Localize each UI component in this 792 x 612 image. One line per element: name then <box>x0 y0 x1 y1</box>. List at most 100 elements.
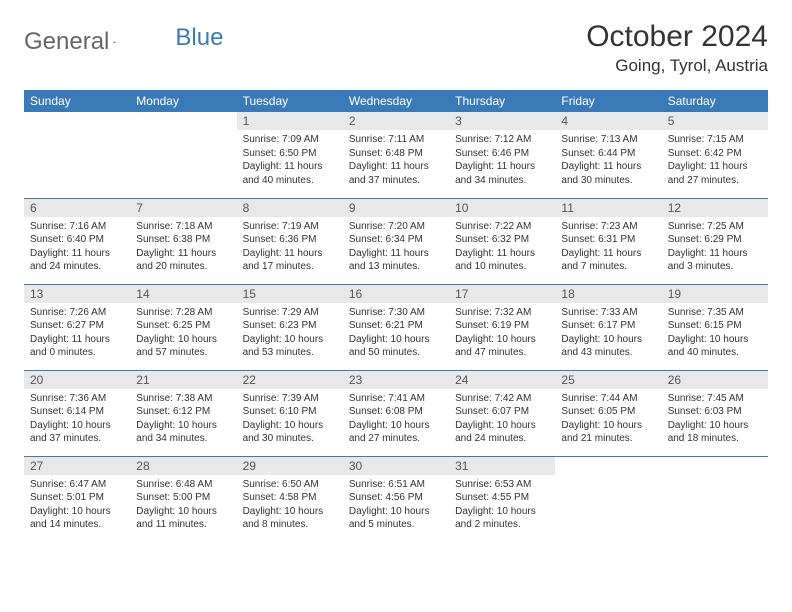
day-number: 7 <box>130 199 236 217</box>
day-number: 4 <box>555 112 661 130</box>
day-cell: 23Sunrise: 7:41 AMSunset: 6:08 PMDayligh… <box>343 370 449 456</box>
day-number: 21 <box>130 371 236 389</box>
day-cell: 25Sunrise: 7:44 AMSunset: 6:05 PMDayligh… <box>555 370 661 456</box>
weekday-header: Sunday <box>24 90 130 112</box>
location: Going, Tyrol, Austria <box>586 56 768 76</box>
day-number: 13 <box>24 285 130 303</box>
day-details: Sunrise: 7:44 AMSunset: 6:05 PMDaylight:… <box>555 389 661 449</box>
day-number: 23 <box>343 371 449 389</box>
logo-text-1: General <box>24 28 109 56</box>
day-cell: 21Sunrise: 7:38 AMSunset: 6:12 PMDayligh… <box>130 370 236 456</box>
weekday-header: Friday <box>555 90 661 112</box>
empty-day-cell <box>555 456 661 542</box>
day-cell: 20Sunrise: 7:36 AMSunset: 6:14 PMDayligh… <box>24 370 130 456</box>
day-cell: 4Sunrise: 7:13 AMSunset: 6:44 PMDaylight… <box>555 112 661 198</box>
day-details: Sunrise: 7:23 AMSunset: 6:31 PMDaylight:… <box>555 217 661 277</box>
day-cell: 11Sunrise: 7:23 AMSunset: 6:31 PMDayligh… <box>555 198 661 284</box>
day-details: Sunrise: 7:41 AMSunset: 6:08 PMDaylight:… <box>343 389 449 449</box>
day-cell: 30Sunrise: 6:51 AMSunset: 4:56 PMDayligh… <box>343 456 449 542</box>
day-number: 17 <box>449 285 555 303</box>
day-number: 19 <box>662 285 768 303</box>
day-details: Sunrise: 7:29 AMSunset: 6:23 PMDaylight:… <box>237 303 343 363</box>
day-details: Sunrise: 7:22 AMSunset: 6:32 PMDaylight:… <box>449 217 555 277</box>
day-number: 3 <box>449 112 555 130</box>
day-number: 24 <box>449 371 555 389</box>
day-cell: 26Sunrise: 7:45 AMSunset: 6:03 PMDayligh… <box>662 370 768 456</box>
calendar-week-row: 6Sunrise: 7:16 AMSunset: 6:40 PMDaylight… <box>24 198 768 284</box>
calendar-table: SundayMondayTuesdayWednesdayThursdayFrid… <box>24 90 768 542</box>
day-number: 28 <box>130 457 236 475</box>
day-number: 15 <box>237 285 343 303</box>
day-details: Sunrise: 6:47 AMSunset: 5:01 PMDaylight:… <box>24 475 130 535</box>
day-details: Sunrise: 7:18 AMSunset: 6:38 PMDaylight:… <box>130 217 236 277</box>
day-cell: 24Sunrise: 7:42 AMSunset: 6:07 PMDayligh… <box>449 370 555 456</box>
weekday-header: Thursday <box>449 90 555 112</box>
day-number: 26 <box>662 371 768 389</box>
day-details: Sunrise: 7:26 AMSunset: 6:27 PMDaylight:… <box>24 303 130 363</box>
day-number: 6 <box>24 199 130 217</box>
day-details: Sunrise: 6:51 AMSunset: 4:56 PMDaylight:… <box>343 475 449 535</box>
day-details: Sunrise: 7:15 AMSunset: 6:42 PMDaylight:… <box>662 130 768 190</box>
day-details: Sunrise: 7:30 AMSunset: 6:21 PMDaylight:… <box>343 303 449 363</box>
empty-day-cell <box>130 112 236 198</box>
day-cell: 19Sunrise: 7:35 AMSunset: 6:15 PMDayligh… <box>662 284 768 370</box>
day-details: Sunrise: 7:35 AMSunset: 6:15 PMDaylight:… <box>662 303 768 363</box>
empty-day-cell <box>24 112 130 198</box>
day-number: 2 <box>343 112 449 130</box>
day-cell: 27Sunrise: 6:47 AMSunset: 5:01 PMDayligh… <box>24 456 130 542</box>
day-cell: 9Sunrise: 7:20 AMSunset: 6:34 PMDaylight… <box>343 198 449 284</box>
day-details: Sunrise: 7:32 AMSunset: 6:19 PMDaylight:… <box>449 303 555 363</box>
day-cell: 18Sunrise: 7:33 AMSunset: 6:17 PMDayligh… <box>555 284 661 370</box>
day-cell: 22Sunrise: 7:39 AMSunset: 6:10 PMDayligh… <box>237 370 343 456</box>
day-details: Sunrise: 7:09 AMSunset: 6:50 PMDaylight:… <box>237 130 343 190</box>
day-cell: 29Sunrise: 6:50 AMSunset: 4:58 PMDayligh… <box>237 456 343 542</box>
calendar-week-row: 13Sunrise: 7:26 AMSunset: 6:27 PMDayligh… <box>24 284 768 370</box>
weekday-header: Monday <box>130 90 236 112</box>
day-number: 1 <box>237 112 343 130</box>
day-details: Sunrise: 7:38 AMSunset: 6:12 PMDaylight:… <box>130 389 236 449</box>
day-number: 20 <box>24 371 130 389</box>
weekday-header: Tuesday <box>237 90 343 112</box>
day-cell: 31Sunrise: 6:53 AMSunset: 4:55 PMDayligh… <box>449 456 555 542</box>
day-details: Sunrise: 7:16 AMSunset: 6:40 PMDaylight:… <box>24 217 130 277</box>
day-details: Sunrise: 7:33 AMSunset: 6:17 PMDaylight:… <box>555 303 661 363</box>
day-cell: 28Sunrise: 6:48 AMSunset: 5:00 PMDayligh… <box>130 456 236 542</box>
day-cell: 1Sunrise: 7:09 AMSunset: 6:50 PMDaylight… <box>237 112 343 198</box>
day-details: Sunrise: 6:48 AMSunset: 5:00 PMDaylight:… <box>130 475 236 535</box>
day-details: Sunrise: 7:11 AMSunset: 6:48 PMDaylight:… <box>343 130 449 190</box>
day-details: Sunrise: 7:39 AMSunset: 6:10 PMDaylight:… <box>237 389 343 449</box>
day-number: 9 <box>343 199 449 217</box>
weekday-header: Saturday <box>662 90 768 112</box>
day-number: 25 <box>555 371 661 389</box>
day-number: 18 <box>555 285 661 303</box>
calendar-week-row: 27Sunrise: 6:47 AMSunset: 5:01 PMDayligh… <box>24 456 768 542</box>
day-cell: 10Sunrise: 7:22 AMSunset: 6:32 PMDayligh… <box>449 198 555 284</box>
day-cell: 7Sunrise: 7:18 AMSunset: 6:38 PMDaylight… <box>130 198 236 284</box>
day-details: Sunrise: 7:36 AMSunset: 6:14 PMDaylight:… <box>24 389 130 449</box>
day-cell: 2Sunrise: 7:11 AMSunset: 6:48 PMDaylight… <box>343 112 449 198</box>
day-details: Sunrise: 7:13 AMSunset: 6:44 PMDaylight:… <box>555 130 661 190</box>
day-details: Sunrise: 7:45 AMSunset: 6:03 PMDaylight:… <box>662 389 768 449</box>
day-details: Sunrise: 7:20 AMSunset: 6:34 PMDaylight:… <box>343 217 449 277</box>
day-number: 29 <box>237 457 343 475</box>
calendar-body: 1Sunrise: 7:09 AMSunset: 6:50 PMDaylight… <box>24 112 768 542</box>
day-number: 11 <box>555 199 661 217</box>
day-cell: 3Sunrise: 7:12 AMSunset: 6:46 PMDaylight… <box>449 112 555 198</box>
day-details: Sunrise: 7:25 AMSunset: 6:29 PMDaylight:… <box>662 217 768 277</box>
header: General Blue October 2024 Going, Tyrol, … <box>24 20 768 76</box>
day-details: Sunrise: 7:19 AMSunset: 6:36 PMDaylight:… <box>237 217 343 277</box>
day-details: Sunrise: 7:12 AMSunset: 6:46 PMDaylight:… <box>449 130 555 190</box>
logo: General Blue <box>24 20 223 56</box>
logo-triangle-icon <box>113 33 116 51</box>
day-number: 30 <box>343 457 449 475</box>
day-cell: 14Sunrise: 7:28 AMSunset: 6:25 PMDayligh… <box>130 284 236 370</box>
day-number: 5 <box>662 112 768 130</box>
day-number: 16 <box>343 285 449 303</box>
day-number: 22 <box>237 371 343 389</box>
weekday-header-row: SundayMondayTuesdayWednesdayThursdayFrid… <box>24 90 768 112</box>
weekday-header: Wednesday <box>343 90 449 112</box>
day-cell: 12Sunrise: 7:25 AMSunset: 6:29 PMDayligh… <box>662 198 768 284</box>
day-number: 31 <box>449 457 555 475</box>
day-details: Sunrise: 7:28 AMSunset: 6:25 PMDaylight:… <box>130 303 236 363</box>
day-number: 12 <box>662 199 768 217</box>
